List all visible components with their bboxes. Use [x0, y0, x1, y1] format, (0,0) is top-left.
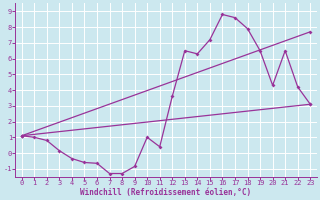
X-axis label: Windchill (Refroidissement éolien,°C): Windchill (Refroidissement éolien,°C) [80, 188, 252, 197]
